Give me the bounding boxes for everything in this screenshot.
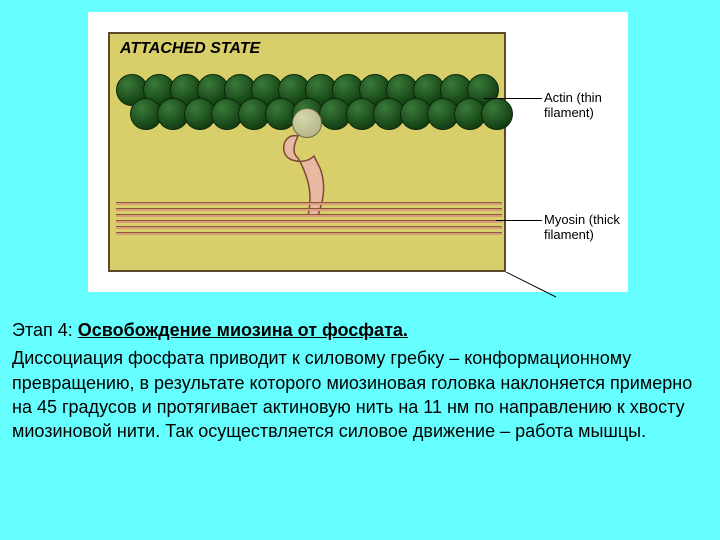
diagram-container: ATTACHED STATE Actin (thin filament) Myo… (88, 12, 628, 292)
myosin-strand (116, 202, 502, 205)
stage-label: Этап 4: (12, 320, 78, 340)
myosin-strand (116, 208, 502, 211)
actin-label: Actin (thin filament) (544, 90, 628, 120)
myosin-filament (116, 202, 502, 240)
actin-label-line (484, 98, 542, 99)
title-main: Освобождение миозина от фосфата. (78, 320, 408, 340)
extra-line (506, 272, 566, 302)
myosin-strand (116, 220, 502, 223)
body-text: Диссоциация фосфата приводит к силовому … (12, 346, 708, 443)
myosin-strand (116, 232, 502, 235)
actin-attachment-site (292, 108, 322, 138)
myosin-strand (116, 226, 502, 229)
title-line: Этап 4: Освобождение миозина от фосфата. (12, 318, 708, 342)
text-block: Этап 4: Освобождение миозина от фосфата.… (12, 318, 708, 443)
myosin-label-line (496, 220, 542, 221)
actin-monomer (481, 98, 513, 130)
myosin-strand (116, 214, 502, 217)
myosin-label: Myosin (thick filament) (544, 212, 628, 242)
state-label: ATTACHED STATE (120, 40, 260, 58)
